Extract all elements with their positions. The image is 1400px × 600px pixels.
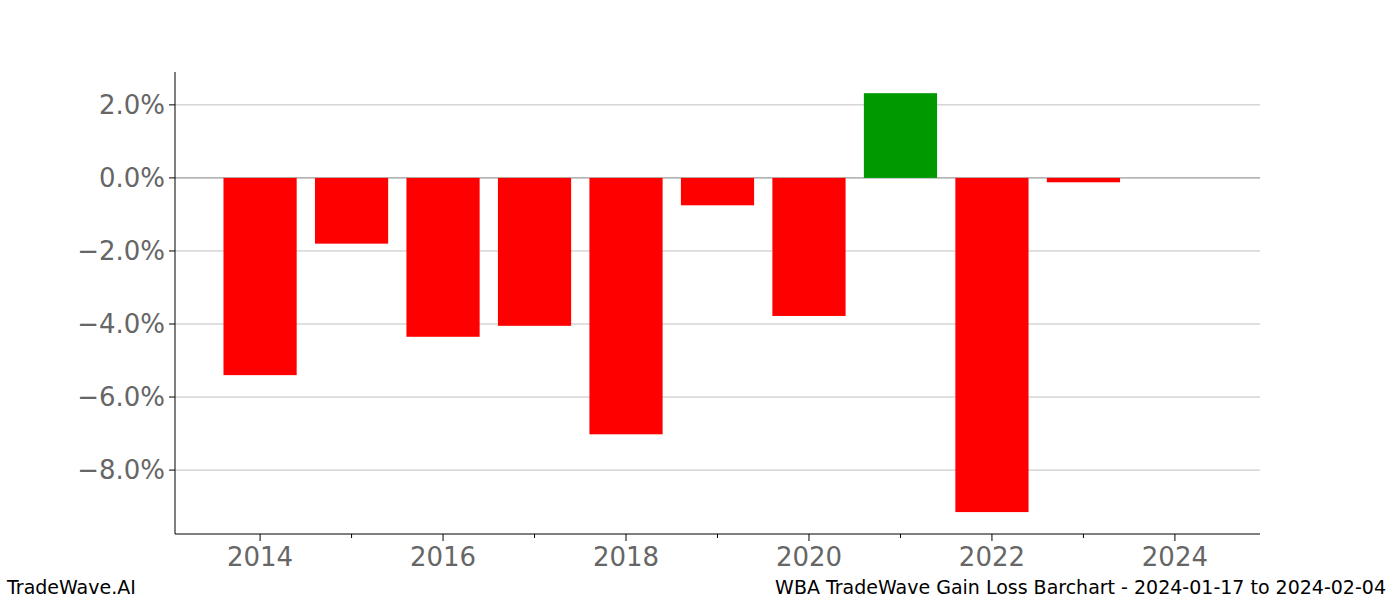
bar <box>681 178 754 205</box>
grid-line <box>175 324 1260 325</box>
x-tick <box>260 534 261 541</box>
x-minor-tick <box>351 534 352 538</box>
y-tick <box>169 470 175 471</box>
bar <box>315 178 388 244</box>
title: WBA TradeWave Gain Loss Barchart - 2024-… <box>775 576 1386 598</box>
y-tick-label: −8.0% <box>77 455 165 485</box>
bar <box>223 178 296 375</box>
grid-line <box>175 397 1260 398</box>
x-axis <box>175 534 1260 535</box>
bars <box>223 93 1120 512</box>
bar <box>498 178 571 326</box>
x-tick-label: 2016 <box>410 542 476 572</box>
grid-line <box>175 250 1260 251</box>
bar <box>589 178 662 434</box>
bar <box>1047 178 1120 182</box>
x-minor-tick <box>1083 534 1084 538</box>
y-tick-label: 0.0% <box>99 163 165 193</box>
x-tick <box>808 534 809 541</box>
x-tick <box>1174 534 1175 541</box>
x-tick-label: 2018 <box>593 542 659 572</box>
grid-line <box>175 104 1260 105</box>
x-tick <box>991 534 992 541</box>
bar <box>864 93 937 178</box>
bar <box>772 178 845 316</box>
y-tick-label: −4.0% <box>77 309 165 339</box>
y-tick-label: −6.0% <box>77 382 165 412</box>
bar <box>406 178 479 337</box>
y-tick <box>169 104 175 105</box>
x-tick-label: 2022 <box>959 542 1025 572</box>
x-tick <box>443 534 444 541</box>
chart: −8.0% −6.0% −4.0% −2.0% 0.0% 2.0% 2014 2016 2018… <box>0 0 1400 600</box>
y-axis <box>175 72 176 534</box>
x-tick <box>626 534 627 541</box>
x-minor-tick <box>534 534 535 538</box>
x-tick-label: 2024 <box>1142 542 1208 572</box>
x-minor-tick <box>900 534 901 538</box>
y-tick <box>169 177 175 178</box>
x-tick-label: 2020 <box>776 542 842 572</box>
y-tick <box>169 324 175 325</box>
bar <box>955 178 1028 512</box>
grid-line <box>175 470 1260 471</box>
x-tick-label: 2014 <box>227 542 293 572</box>
y-tick-label: −2.0% <box>77 236 165 266</box>
y-tick <box>169 250 175 251</box>
x-minor-tick <box>717 534 718 538</box>
brand: TradeWave.AI <box>6 576 136 598</box>
y-tick <box>169 397 175 398</box>
y-tick-label: 2.0% <box>99 90 165 120</box>
